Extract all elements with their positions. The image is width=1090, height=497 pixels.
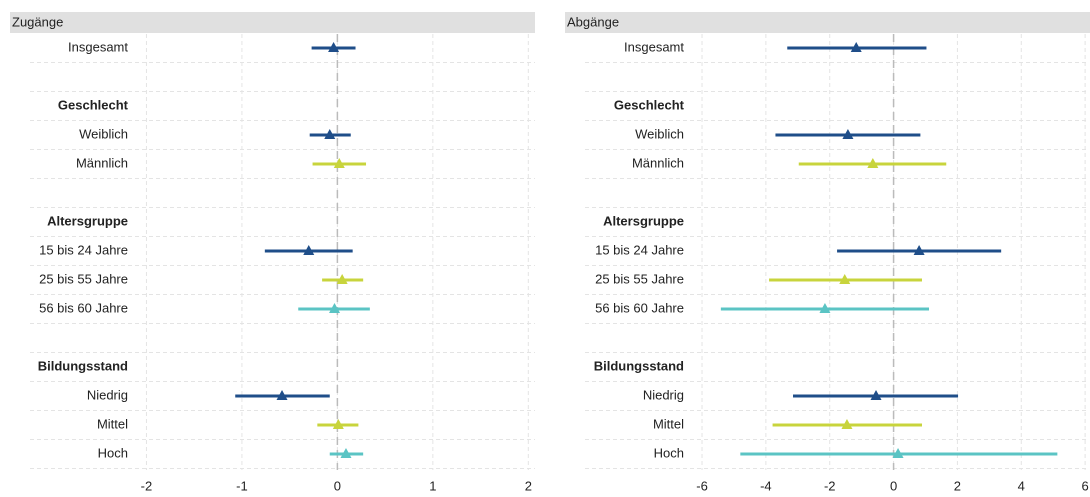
row-label: Mittel [653,416,684,431]
point-marker [333,158,345,168]
x-tick-label: -4 [760,478,772,493]
group-header: Geschlecht [614,97,685,112]
x-tick-label: 0 [890,478,897,493]
row-label: Weiblich [79,126,128,141]
x-tick-label: 0 [334,478,341,493]
row-label: 25 bis 55 Jahre [595,271,684,286]
point-marker [276,390,288,400]
row-label: Insgesamt [624,39,684,54]
x-tick-label: -2 [141,478,153,493]
point-marker [850,42,862,52]
point-marker [303,245,315,255]
point-marker [340,448,352,458]
x-tick-label: -6 [696,478,708,493]
x-tick-label: 1 [429,478,436,493]
point-marker [839,274,851,284]
point-marker [867,158,879,168]
x-tick-label: 4 [1018,478,1025,493]
point-marker [841,419,853,429]
row-label: Insgesamt [68,39,128,54]
row-label: Hoch [654,445,684,460]
x-tick-label: -1 [236,478,248,493]
point-marker [328,42,340,52]
row-label: Niedrig [643,387,684,402]
point-marker [892,448,904,458]
point-marker [870,390,882,400]
row-label: Männlich [632,155,684,170]
row-label: 15 bis 24 Jahre [39,242,128,257]
title-bar [10,12,535,33]
row-label: 15 bis 24 Jahre [595,242,684,257]
row-label: Mittel [97,416,128,431]
point-marker [324,129,336,139]
row-label: Niedrig [87,387,128,402]
group-header: Geschlecht [58,97,129,112]
group-header: Bildungsstand [38,358,128,373]
panel-title: Abgänge [567,14,619,29]
row-label: 56 bis 60 Jahre [39,300,128,315]
x-tick-label: 2 [525,478,532,493]
point-marker [332,419,344,429]
group-header: Altersgruppe [603,213,684,228]
row-label: 56 bis 60 Jahre [595,300,684,315]
panel-title: Zugänge [12,14,63,29]
x-tick-label: 6 [1082,478,1089,493]
x-tick-label: -2 [824,478,836,493]
point-marker [329,303,341,313]
group-header: Altersgruppe [47,213,128,228]
row-label: Männlich [76,155,128,170]
row-label: Hoch [98,445,128,460]
row-label: 25 bis 55 Jahre [39,271,128,286]
point-marker [336,274,348,284]
point-marker [842,129,854,139]
group-header: Bildungsstand [594,358,684,373]
title-bar [565,12,1090,33]
x-tick-label: 2 [954,478,961,493]
point-marker [913,245,925,255]
point-marker [819,303,831,313]
row-label: Weiblich [635,126,684,141]
